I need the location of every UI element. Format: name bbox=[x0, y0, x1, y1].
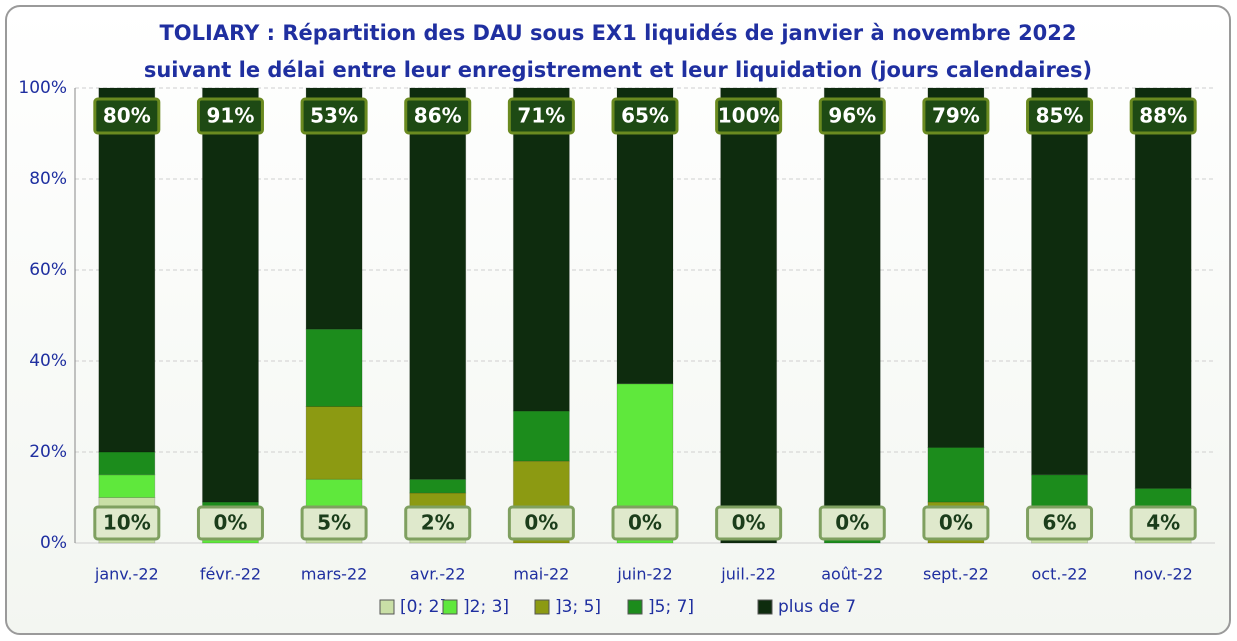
data-label-box bbox=[93, 505, 161, 541]
data-label-box bbox=[1026, 97, 1094, 135]
chart-title: TOLIARY : Répartition des DAU sous EX1 l… bbox=[159, 21, 1076, 45]
x-tick-label: juil.-22 bbox=[720, 565, 776, 584]
legend-marker bbox=[442, 599, 458, 615]
data-label-box bbox=[818, 505, 886, 541]
data-label: 88% bbox=[1139, 104, 1187, 128]
data-label-box bbox=[93, 97, 161, 135]
data-label-box bbox=[818, 97, 886, 135]
bar-segment bbox=[1031, 87, 1089, 476]
bar-segment bbox=[409, 87, 467, 480]
bar-segment bbox=[1134, 87, 1192, 489]
bar-segment bbox=[409, 478, 467, 494]
data-label: 53% bbox=[310, 104, 358, 128]
bar-segment bbox=[201, 87, 259, 503]
data-label-box bbox=[300, 505, 368, 541]
x-tick-label: août-22 bbox=[821, 565, 883, 584]
data-label: 86% bbox=[414, 104, 462, 128]
x-tick-label: oct.-22 bbox=[1032, 565, 1088, 584]
data-label: 10% bbox=[103, 511, 151, 535]
x-tick-label: avr.-22 bbox=[410, 565, 466, 584]
bar-segment bbox=[305, 406, 363, 480]
data-label: 0% bbox=[939, 511, 973, 535]
bar-segment bbox=[927, 87, 985, 448]
data-label: 0% bbox=[732, 511, 766, 535]
legend-marker bbox=[534, 599, 550, 615]
data-label: 91% bbox=[207, 104, 255, 128]
data-label: 0% bbox=[213, 511, 247, 535]
data-label-box bbox=[404, 97, 472, 135]
y-tick-label: 60% bbox=[29, 260, 67, 280]
data-label-box bbox=[1129, 97, 1197, 135]
data-label: 85% bbox=[1036, 104, 1084, 128]
data-label: 2% bbox=[421, 511, 455, 535]
data-label-box bbox=[507, 97, 575, 135]
data-label: 96% bbox=[828, 104, 876, 128]
x-tick-label: janv.-22 bbox=[94, 565, 159, 584]
data-label: 0% bbox=[628, 511, 662, 535]
legend-label: ]3; 5] bbox=[555, 597, 601, 617]
legend-label: ]2; 3] bbox=[463, 597, 509, 617]
y-tick-label: 80% bbox=[29, 169, 67, 189]
legend-marker bbox=[379, 599, 395, 615]
bar-segment bbox=[512, 410, 570, 462]
legend-marker bbox=[757, 599, 773, 615]
data-label: 4% bbox=[1146, 511, 1180, 535]
x-tick-label: juin-22 bbox=[616, 565, 672, 584]
data-label-box bbox=[507, 505, 575, 541]
bar-segment bbox=[823, 87, 881, 526]
bar-segment bbox=[1134, 487, 1192, 508]
data-label: 100% bbox=[718, 104, 780, 128]
data-label: 0% bbox=[835, 511, 869, 535]
data-label: 65% bbox=[621, 104, 669, 128]
data-label-box bbox=[300, 97, 368, 135]
bar-segment bbox=[512, 87, 570, 412]
x-tick-label: nov.-22 bbox=[1133, 565, 1192, 584]
y-tick-label: 0% bbox=[40, 533, 67, 553]
bar-segment bbox=[720, 87, 778, 544]
data-label-box bbox=[715, 505, 783, 541]
data-label-box bbox=[1129, 505, 1197, 541]
data-label-box bbox=[196, 505, 264, 541]
data-label: 79% bbox=[932, 104, 980, 128]
bar-segment bbox=[98, 451, 156, 476]
data-label-box bbox=[922, 97, 990, 135]
y-tick-label: 20% bbox=[29, 442, 67, 462]
legend-label: ]5; 7] bbox=[648, 597, 694, 617]
bar-segment bbox=[305, 328, 363, 407]
x-tick-label: sept.-22 bbox=[923, 565, 989, 584]
x-tick-label: mars-22 bbox=[301, 565, 367, 584]
bar-segment bbox=[616, 87, 674, 385]
data-label: 0% bbox=[524, 511, 558, 535]
data-label-box bbox=[1026, 505, 1094, 541]
data-label-box bbox=[611, 505, 679, 541]
bar-segment bbox=[98, 87, 156, 453]
data-label-box bbox=[196, 97, 264, 135]
legend-label: plus de 7 bbox=[778, 597, 856, 617]
data-label-box bbox=[611, 97, 679, 135]
data-label: 6% bbox=[1043, 511, 1077, 535]
data-label-box bbox=[404, 505, 472, 541]
y-tick-label: 100% bbox=[18, 78, 67, 98]
legend-marker bbox=[627, 599, 643, 615]
x-tick-label: févr.-22 bbox=[200, 565, 261, 584]
data-label: 80% bbox=[103, 104, 151, 128]
chart-subtitle: suivant le délai entre leur enregistreme… bbox=[144, 58, 1092, 82]
y-tick-label: 40% bbox=[29, 351, 67, 371]
data-label: 71% bbox=[517, 104, 565, 128]
data-label-box bbox=[715, 97, 783, 135]
data-label-box bbox=[922, 505, 990, 541]
bar-segment bbox=[98, 474, 156, 498]
data-label: 5% bbox=[317, 511, 351, 535]
legend-label: [0; 2] bbox=[400, 597, 446, 617]
bar-segment bbox=[927, 446, 985, 503]
x-tick-label: mai-22 bbox=[513, 565, 569, 584]
